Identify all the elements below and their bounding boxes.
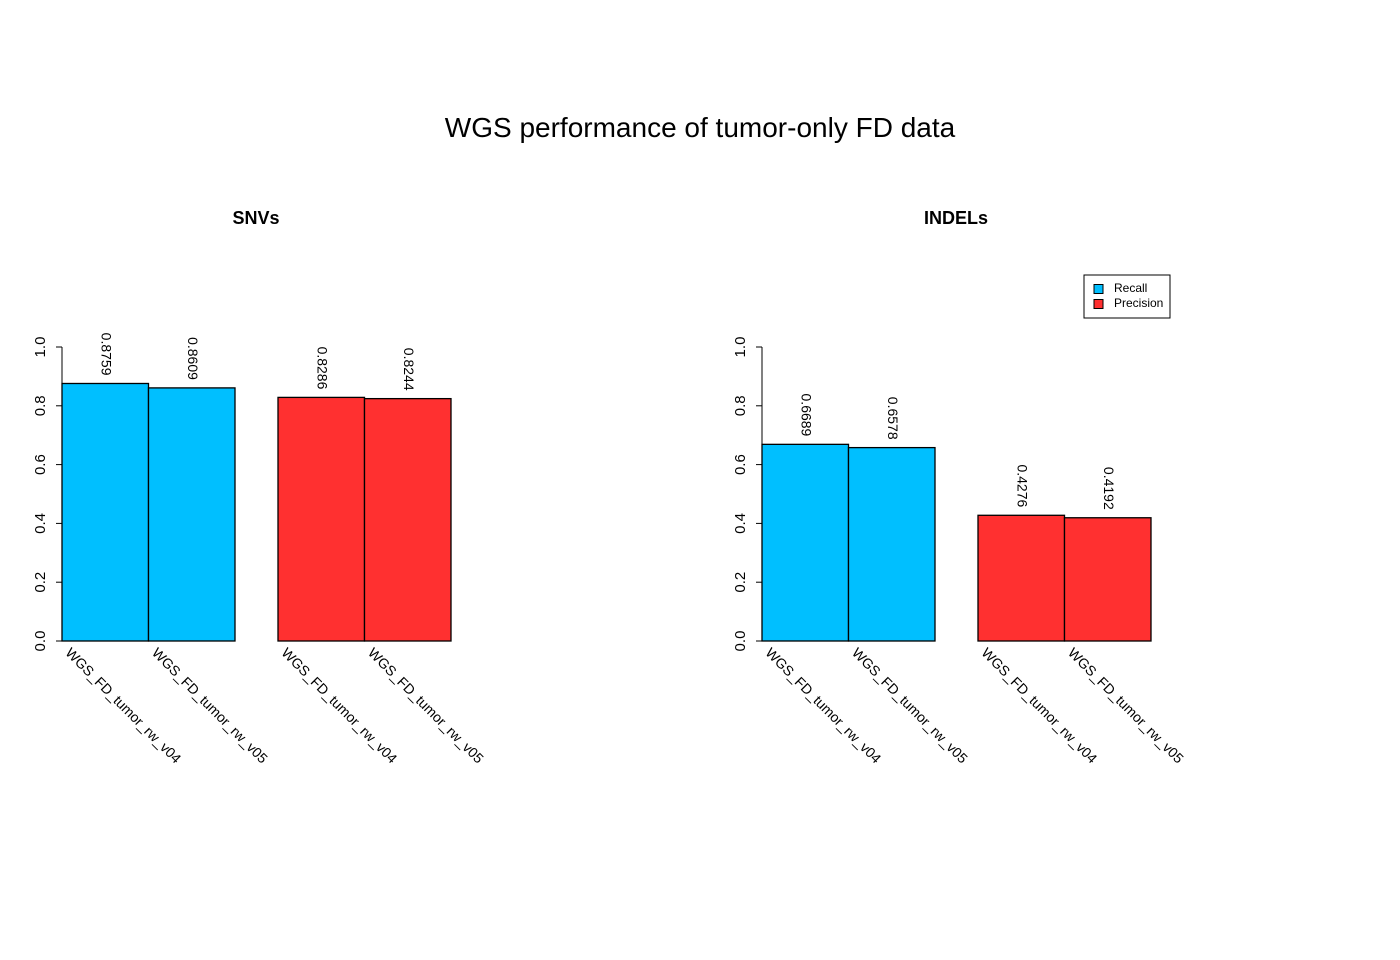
y-tick-label: 0.2	[32, 572, 49, 593]
bar	[847, 446, 936, 642]
legend-swatch	[1093, 284, 1104, 294]
legend-label: Recall	[1114, 281, 1147, 295]
y-tick-label: 1.0	[32, 337, 49, 358]
panel-title: INDELs	[924, 208, 988, 228]
data-label: 0.6578	[885, 397, 901, 440]
y-tick-label: 0.4	[32, 513, 49, 534]
legend-box	[1083, 274, 1171, 319]
data-label: 0.8609	[185, 337, 201, 380]
y-tick-label: 0.0	[32, 631, 49, 652]
bar	[363, 397, 452, 642]
y-tick-label: 0.6	[732, 454, 749, 475]
chart-main-title: WGS performance of tumor-only FD data	[444, 112, 956, 143]
bar	[1063, 517, 1152, 642]
y-tick-label: 0.2	[732, 572, 749, 593]
bar	[977, 514, 1066, 642]
y-tick-label: 0.0	[732, 631, 749, 652]
data-label: 0.8286	[315, 347, 331, 390]
y-tick-label: 0.4	[732, 513, 749, 534]
bar	[761, 443, 850, 642]
data-label: 0.4192	[1101, 467, 1117, 510]
y-tick-label: 0.8	[732, 395, 749, 416]
y-tick-label: 1.0	[732, 337, 749, 358]
legend-swatch	[1093, 299, 1104, 309]
bar	[277, 396, 366, 642]
y-tick-label: 0.6	[32, 454, 49, 475]
data-label: 0.4276	[1015, 464, 1031, 507]
panel-title: SNVs	[232, 208, 279, 228]
data-label: 0.8759	[99, 333, 115, 376]
bar	[61, 382, 150, 642]
bar	[147, 387, 236, 642]
data-label: 0.8244	[401, 348, 417, 391]
data-label: 0.6689	[799, 394, 815, 437]
y-tick-label: 0.8	[32, 395, 49, 416]
legend-label: Precision	[1114, 296, 1163, 310]
